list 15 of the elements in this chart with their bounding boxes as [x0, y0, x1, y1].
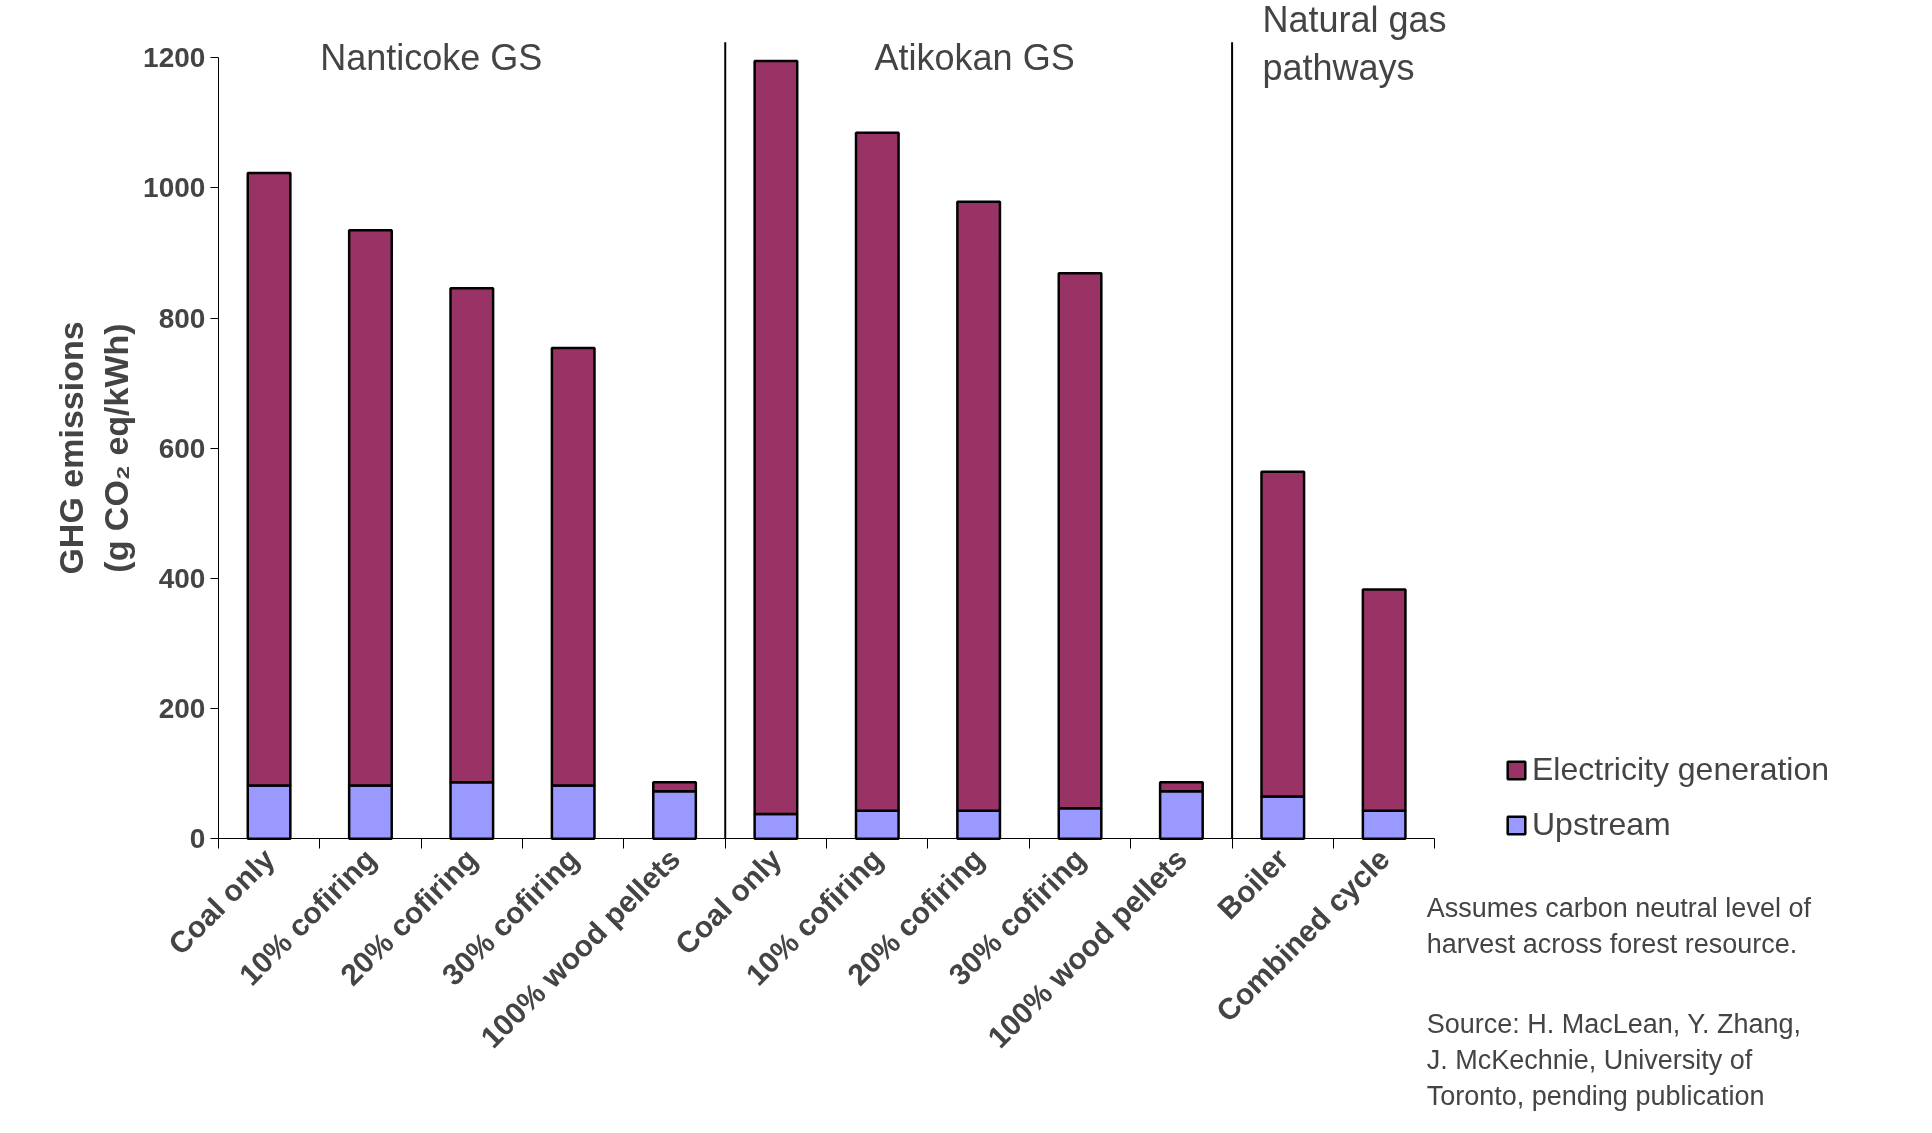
y-tick-label: 1000	[143, 172, 206, 204]
text: Assumes carbon neutral level of harvest across forest resource.	[1426, 893, 1812, 960]
legend-label: Electricity generation	[1532, 751, 1830, 788]
y-tick-label: 1200	[143, 42, 206, 74]
y-tick-label: 600	[158, 432, 206, 464]
y-axis-title: GHG emissions (g CO₂ eq/kWh)	[51, 321, 136, 575]
y-tick-label: 800	[158, 302, 206, 334]
y-tick-label: 400	[158, 562, 206, 594]
legend-label: Upstream	[1532, 806, 1671, 843]
annotation: Nanticoke GS	[320, 37, 543, 79]
annotation: Natural gas pathways	[1262, 0, 1447, 88]
annotation: Atikokan GS	[874, 37, 1075, 79]
y-tick-label: 200	[158, 693, 206, 725]
y-tick-label: 0	[189, 823, 206, 855]
source-note: Source: H. MacLean, Y. Zhang, J. McKechnie, University of Toronto, pending publication	[1426, 1009, 1801, 1112]
